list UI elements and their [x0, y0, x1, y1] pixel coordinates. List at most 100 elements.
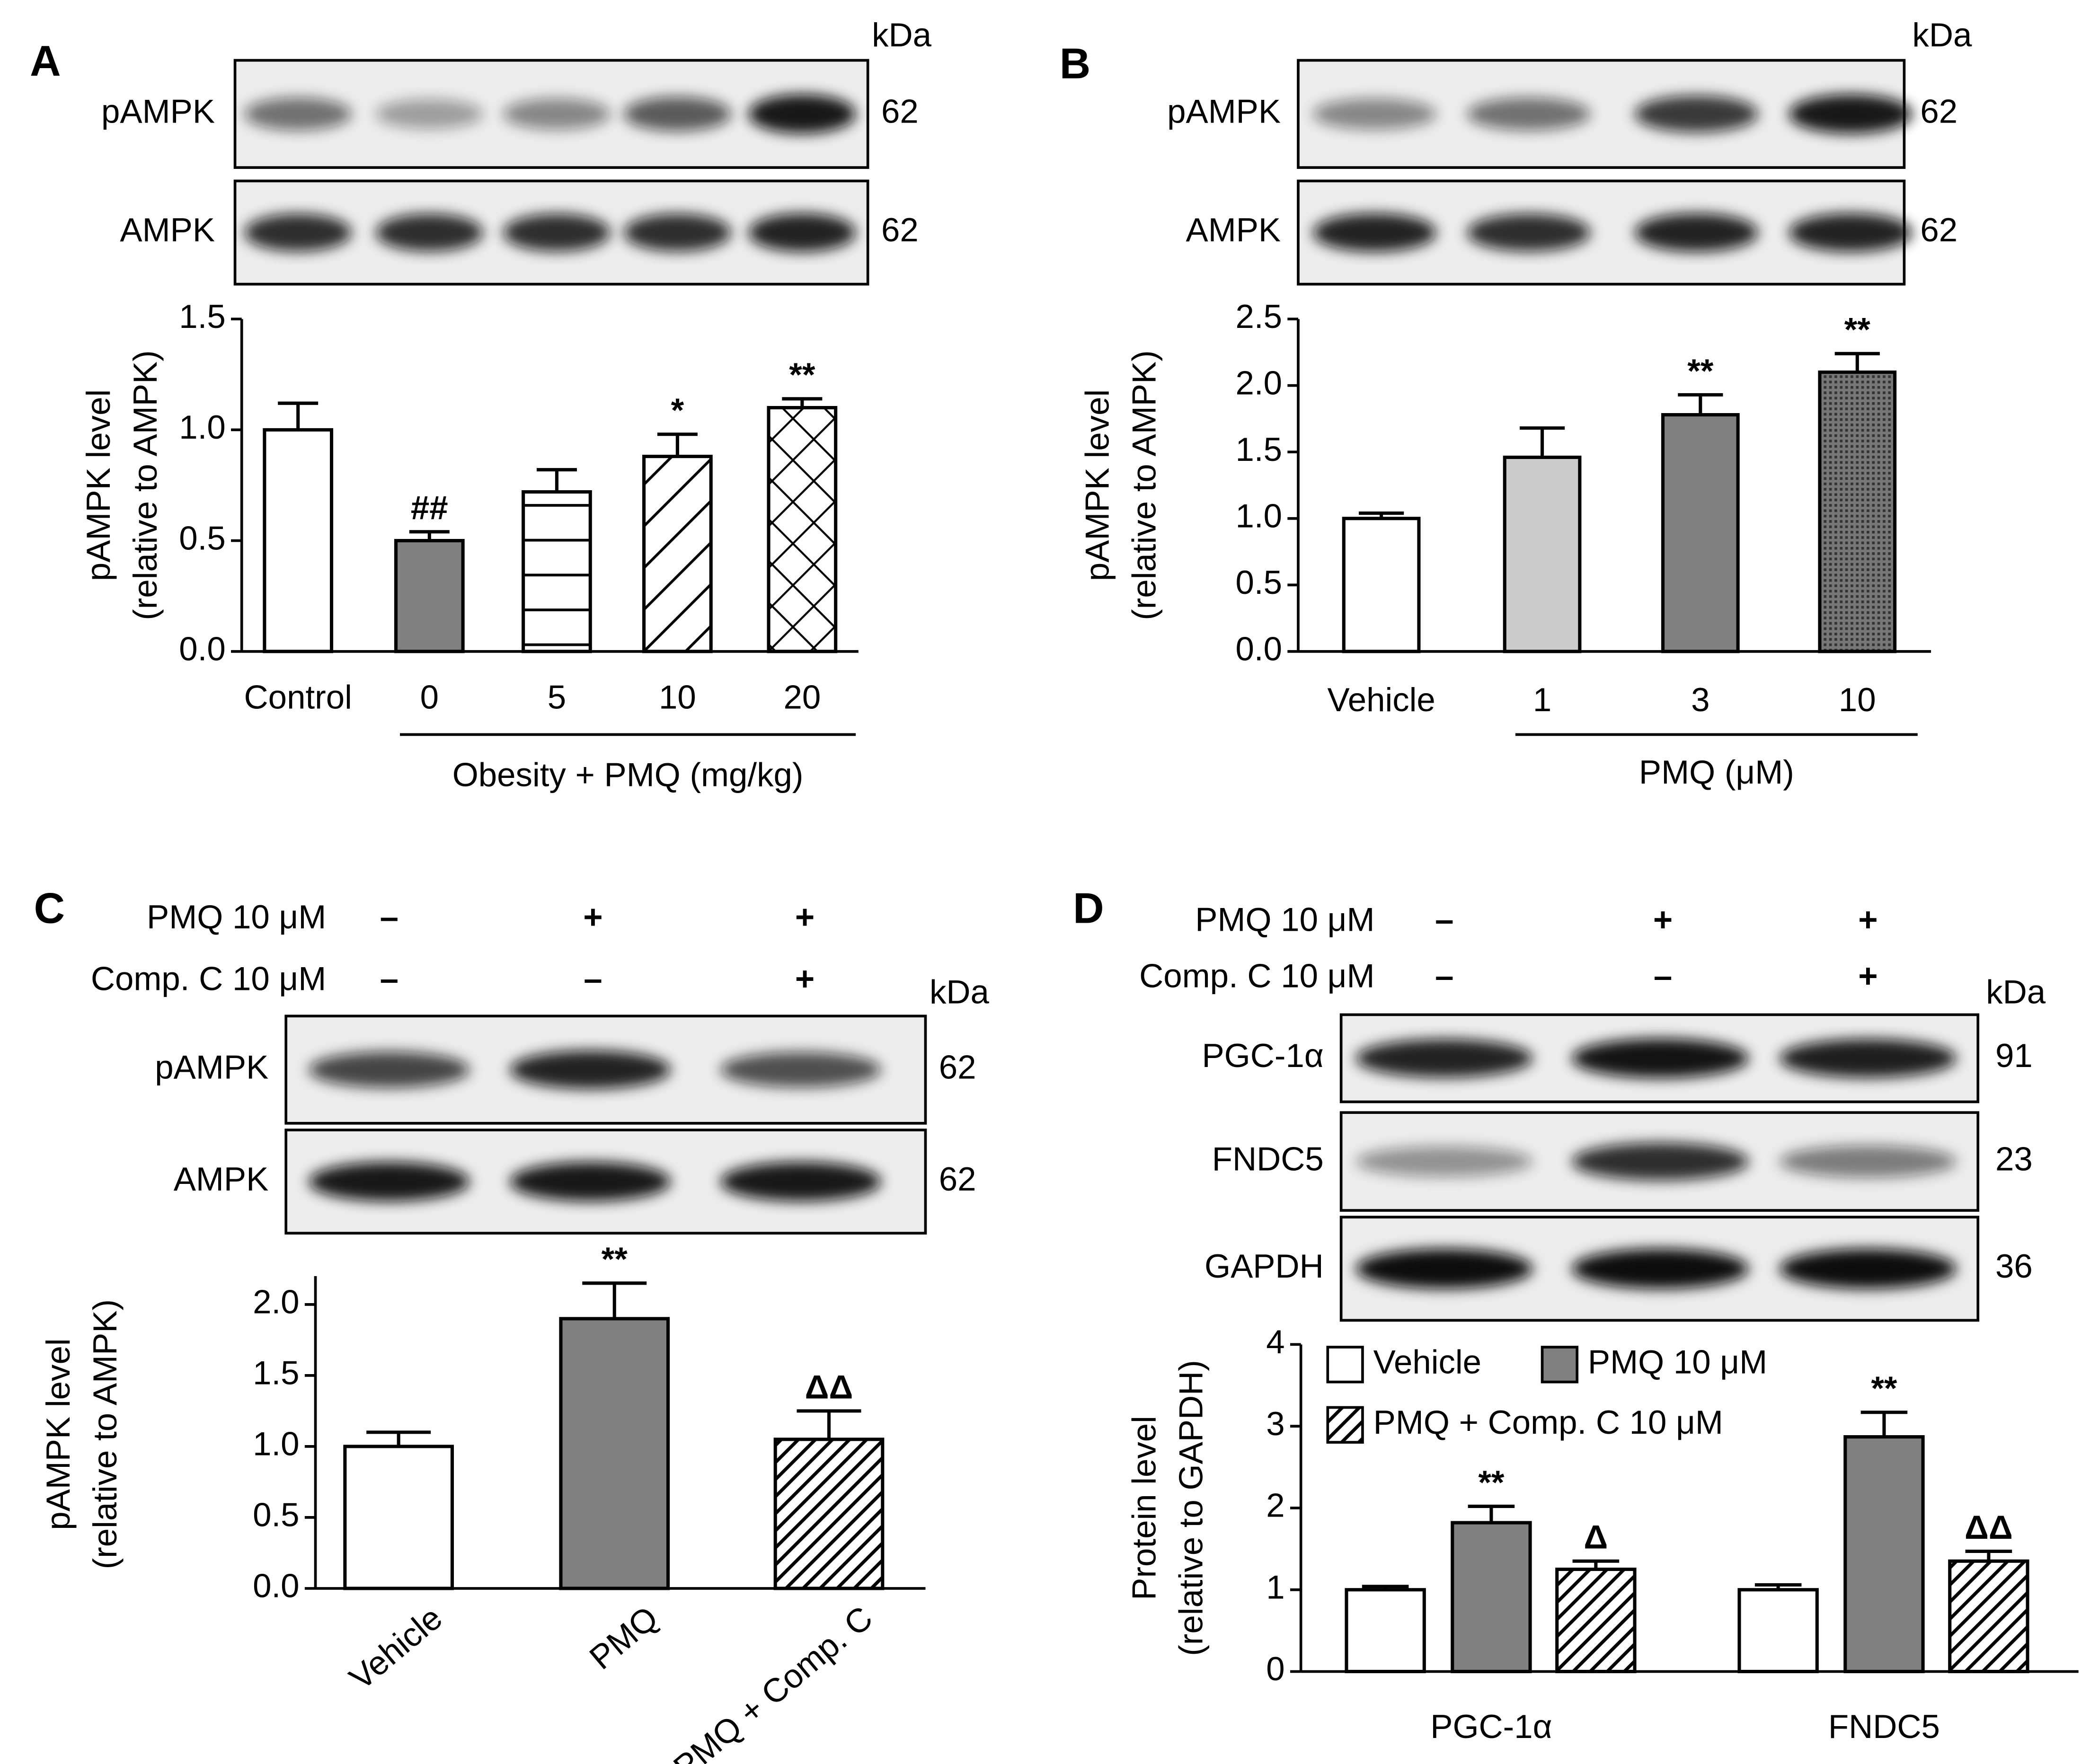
y-tick-label: 0.5 — [253, 1497, 299, 1534]
blot-band — [1355, 1248, 1533, 1289]
y-tick-label: 1 — [1266, 1569, 1284, 1606]
kda-value: 62 — [1920, 93, 1957, 130]
bar — [1661, 413, 1740, 653]
y-tick-label: 0.0 — [253, 1568, 299, 1605]
bar — [1818, 370, 1897, 653]
bar — [263, 428, 334, 653]
treatment-sign: – — [1435, 901, 1453, 939]
y-tick-label: 1.0 — [1236, 497, 1282, 535]
error-bar — [366, 1430, 431, 1446]
y-axis-label: pAMPK level — [40, 1338, 77, 1530]
legend-label: Vehicle — [1373, 1344, 1481, 1381]
bar — [642, 455, 713, 653]
blot-band — [1571, 1248, 1749, 1289]
blot-band — [1355, 1146, 1533, 1177]
blot-label: AMPK — [1186, 212, 1281, 249]
y-axis-label: Protein level — [1126, 1416, 1163, 1600]
x-tick-label: Vehicle — [1327, 681, 1435, 719]
treatment-sign: + — [795, 960, 815, 997]
panel-letter: B — [1060, 40, 1090, 88]
x-tick-label: 10 — [659, 679, 696, 716]
bar — [1345, 1588, 1426, 1674]
error-bar — [797, 1409, 861, 1439]
y-tick-label: 4 — [1266, 1323, 1284, 1361]
legend-label: PMQ + Comp. C 10 μM — [1373, 1404, 1723, 1441]
significance: ΔΔ — [1965, 1509, 2013, 1546]
blot-band — [1779, 1248, 1957, 1289]
blot-band — [1355, 1039, 1533, 1078]
kda-unit: kDa — [930, 974, 990, 1011]
y-axis-label: (relative to AMPK) — [127, 350, 164, 620]
significance: ** — [1871, 1370, 1897, 1407]
blot-band — [1571, 1142, 1749, 1181]
kda-value: 62 — [939, 1049, 976, 1086]
blot-band — [309, 1051, 470, 1088]
bar — [767, 406, 838, 653]
blot-band — [624, 213, 731, 252]
error-bar — [1572, 1559, 1620, 1570]
blot-band — [1313, 98, 1436, 130]
significance: * — [671, 392, 684, 429]
bar — [559, 1317, 670, 1590]
bar — [1737, 1588, 1819, 1674]
kda-value: 91 — [1995, 1037, 2033, 1075]
legend-label: PMQ 10 μM — [1588, 1344, 1767, 1381]
x-tick-label: Control — [244, 679, 352, 716]
treatment-sign: + — [1858, 958, 1878, 995]
blot-band — [376, 99, 483, 129]
y-tick-label: 0.0 — [179, 630, 225, 668]
blot-band — [720, 1162, 881, 1201]
treatment-sign: – — [380, 960, 399, 997]
kda-value: 62 — [881, 212, 919, 249]
error-bar — [536, 468, 577, 492]
error-bar — [1965, 1549, 2012, 1561]
significance: ** — [1844, 311, 1871, 349]
group-label: Obesity + PMQ (mg/kg) — [452, 757, 804, 794]
x-tick-label: Vehicle — [343, 1599, 450, 1697]
blot-band — [1467, 213, 1591, 252]
bar — [1503, 455, 1582, 653]
error-bar — [1359, 511, 1404, 519]
y-tick-label: 0 — [1266, 1650, 1284, 1688]
blot-band — [1779, 1039, 1957, 1078]
x-tick-label: 5 — [548, 679, 566, 716]
blot-label: PGC-1α — [1202, 1037, 1323, 1075]
y-tick-label: 1.0 — [179, 409, 225, 446]
blot-band — [1635, 95, 1758, 132]
error-bar — [1362, 1585, 1409, 1590]
significance: ** — [789, 356, 815, 394]
y-tick-label: 2.0 — [1236, 364, 1282, 402]
blot-label: AMPK — [120, 212, 215, 249]
blot-band — [510, 1050, 671, 1089]
x-tick-label: 1 — [1533, 681, 1551, 719]
x-tick-label: 0 — [420, 679, 439, 716]
x-tick-label: 10 — [1839, 681, 1876, 719]
treatment-sign: + — [583, 899, 602, 936]
treatment-sign: – — [1654, 958, 1672, 995]
blot-band — [720, 1052, 881, 1087]
y-tick-label: 1.5 — [253, 1355, 299, 1392]
kda-unit: kDa — [872, 17, 932, 54]
blot-band — [748, 94, 856, 134]
error-bar — [278, 401, 319, 430]
error-bar — [1754, 1583, 1802, 1590]
blot-label: pAMPK — [155, 1049, 268, 1086]
significance: ΔΔ — [805, 1368, 853, 1406]
bar — [1342, 517, 1421, 653]
kda-unit: kDa — [1912, 17, 1972, 54]
x-tick-label: PGC-1α — [1430, 1708, 1552, 1746]
kda-value: 62 — [881, 93, 919, 130]
panel-letter: D — [1073, 884, 1104, 932]
y-tick-label: 1.5 — [179, 298, 225, 335]
bar — [1948, 1559, 2029, 1674]
y-tick-label: 1.5 — [1236, 431, 1282, 468]
bar — [1451, 1521, 1532, 1674]
x-tick-label: 20 — [783, 679, 821, 716]
treatment-label: PMQ 10 μM — [1195, 901, 1374, 939]
bar — [394, 539, 465, 653]
error-bar — [582, 1281, 647, 1319]
y-axis-label: (relative to AMPK) — [87, 1299, 124, 1570]
y-tick-label: 2 — [1266, 1487, 1284, 1525]
